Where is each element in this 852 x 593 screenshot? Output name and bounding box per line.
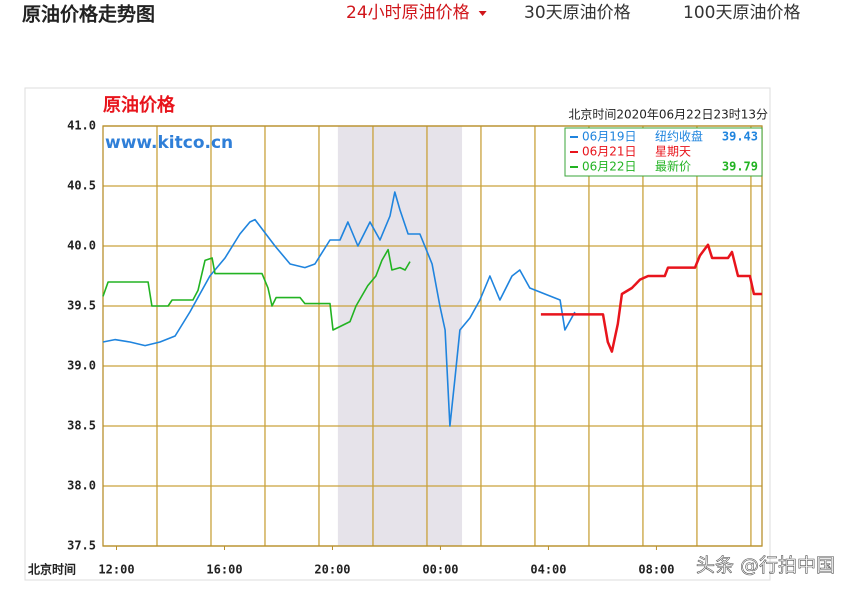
legend-name: 06月19日 bbox=[582, 130, 637, 144]
tab[interactable]: 30天原油价格 bbox=[524, 3, 631, 23]
y-tick-label: 37.5 bbox=[67, 539, 96, 553]
tabs: 24小时原油价格 30天原油价格 100天原油价格 bbox=[346, 3, 800, 23]
y-tick-label: 41.0 bbox=[67, 119, 96, 133]
y-tick-label: 38.5 bbox=[67, 419, 96, 433]
site-label: www.kitco.cn bbox=[105, 133, 233, 153]
page-title: 原油价格走势图 bbox=[22, 3, 155, 26]
x-tick-label: 08:00 bbox=[638, 563, 674, 577]
legend-last: 39.79 bbox=[722, 160, 758, 174]
legend-last: 39.43 bbox=[722, 130, 758, 144]
legend-note: 星期天 bbox=[655, 145, 691, 159]
legend-note: 纽约收盘 bbox=[655, 129, 703, 144]
chart: 37.5 38.0 38.5 39.0 39.5 40.0 40.5 41.0 北京时间 12:0… bbox=[28, 94, 768, 577]
price-line bbox=[102, 191, 576, 427]
legend-note: 最新价 bbox=[655, 159, 691, 174]
y-tick-label: 40.0 bbox=[67, 239, 96, 253]
x-tick-label: 00:00 bbox=[422, 563, 458, 577]
chart-title: 原油价格 bbox=[103, 94, 176, 116]
legend-name: 06月22日 bbox=[582, 160, 637, 174]
timestamp: 北京时间2020年06月22日23时13分 bbox=[568, 108, 768, 122]
tab[interactable]: 100天原油价格 bbox=[683, 3, 800, 23]
price-line bbox=[102, 248, 411, 331]
legend-box bbox=[564, 127, 763, 177]
x-axis-label: 北京时间 bbox=[28, 562, 76, 577]
x-tick-label: 20:00 bbox=[314, 563, 350, 577]
watermark: 头条 @行拍中国 bbox=[696, 555, 835, 577]
plot-border bbox=[102, 125, 763, 547]
shaded-session bbox=[337, 126, 463, 546]
x-tick-label: 04:00 bbox=[530, 563, 566, 577]
y-tick-label: 39.5 bbox=[67, 299, 96, 313]
tab[interactable]: 24小时原油价格 bbox=[346, 3, 470, 23]
x-tick-label: 16:00 bbox=[206, 563, 242, 577]
y-tick-label: 38.0 bbox=[67, 479, 96, 493]
dropdown-arrow bbox=[478, 11, 487, 16]
y-tick-label: 39.0 bbox=[67, 359, 96, 373]
y-tick-label: 40.5 bbox=[67, 179, 96, 193]
legend-name: 06月21日 bbox=[582, 145, 637, 159]
x-tick-label: 12:00 bbox=[98, 563, 134, 577]
price-line bbox=[540, 243, 762, 353]
